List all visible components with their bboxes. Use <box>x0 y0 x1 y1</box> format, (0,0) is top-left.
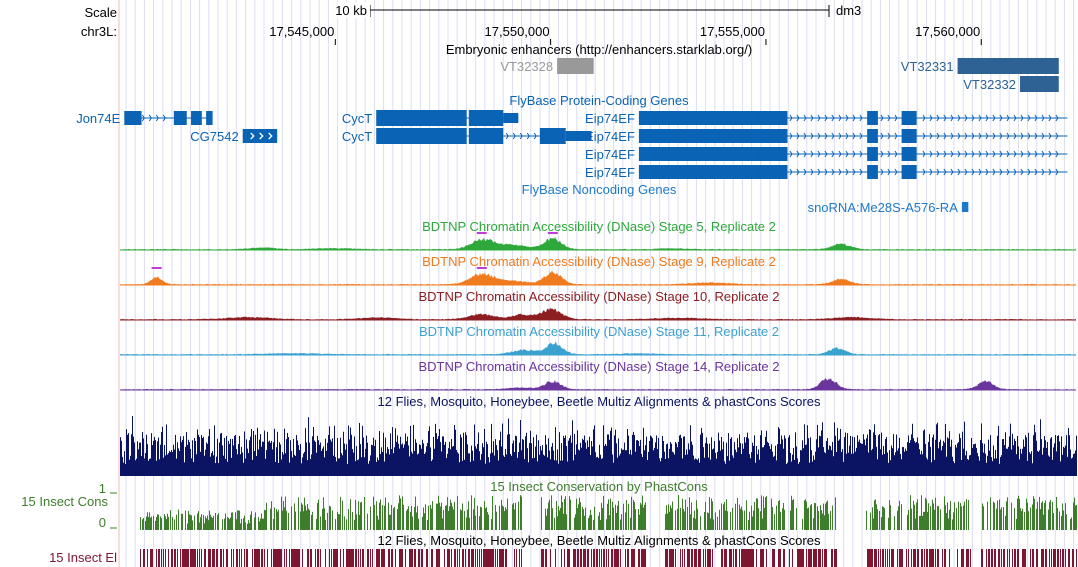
gene-label[interactable]: Eip74EF <box>585 165 635 180</box>
ruler-tick-label: 17,550,000 <box>485 24 550 39</box>
gene-label[interactable]: Eip74EF <box>585 129 635 144</box>
exon <box>638 147 754 161</box>
exon <box>376 128 467 144</box>
exon <box>206 111 213 125</box>
gene-label[interactable]: Eip74EF <box>585 147 635 162</box>
protein-coding-genes-track[interactable]: Jon74E CG7542 CycT CycT Eip74EF Eip74EF Eip74E… <box>76 110 1068 180</box>
dnase-track-title[interactable]: BDTNP Chromatin Accessibility (DNase) St… <box>419 324 779 339</box>
multiz-track-title[interactable]: 12 Flies, Mosquito, Honeybee, Beetle Mul… <box>378 394 821 409</box>
exon <box>753 111 788 125</box>
dnase-track-title[interactable]: BDTNP Chromatin Accessibility (DNase) St… <box>422 219 776 234</box>
exon <box>503 113 519 123</box>
noncoding-feature[interactable] <box>961 202 969 212</box>
exon <box>638 111 754 125</box>
exon <box>539 128 566 144</box>
gene-label[interactable]: CycT <box>342 129 372 144</box>
exon <box>565 131 592 141</box>
dnase-signal <box>120 236 1076 250</box>
dnase-signal <box>120 308 1076 320</box>
ruler-tick-label: 17,555,000 <box>700 24 765 39</box>
insect-el-track[interactable] <box>140 549 1077 567</box>
dnase-tracks[interactable]: BDTNP Chromatin Accessibility (DNase) St… <box>120 219 1076 391</box>
scale-bar-text: 10 kb <box>335 3 367 18</box>
gene-eip74ef[interactable]: Eip74EF <box>585 111 1068 126</box>
exon <box>376 110 467 126</box>
ruler-ticks: 17,545,000 17,550,000 17,555,000 17,560,000 <box>269 24 982 45</box>
dnase-signal <box>120 378 1076 390</box>
exon <box>173 111 187 125</box>
enhancer-feature[interactable] <box>1020 76 1059 92</box>
dnase-track-2[interactable]: BDTNP Chromatin Accessibility (DNase) St… <box>120 254 1076 286</box>
enhancer-feature[interactable] <box>957 58 1059 74</box>
multiz-track[interactable] <box>120 416 1077 476</box>
insect-cons-track-title[interactable]: 15 Insect Conservation by PhastCons <box>490 479 708 494</box>
insect-el-track-title[interactable]: 12 Flies, Mosquito, Honeybee, Beetle Mul… <box>378 533 821 548</box>
enhancer-label[interactable]: VT32328 <box>500 59 553 74</box>
exon <box>242 129 278 143</box>
exon <box>867 165 878 179</box>
assembly-label: dm3 <box>836 3 861 18</box>
exon <box>867 129 878 143</box>
gene-cyct[interactable]: CycT <box>342 110 519 126</box>
exon <box>753 165 788 179</box>
insect-el-side-label[interactable]: 15 Insect El <box>49 550 117 565</box>
exon <box>468 110 504 126</box>
exon <box>753 147 788 161</box>
gene-label[interactable]: CG7542 <box>190 129 238 144</box>
insect-cons-side-label[interactable]: 15 Insect Cons <box>21 494 108 509</box>
noncoding-track-title[interactable]: FlyBase Noncoding Genes <box>522 182 677 197</box>
scale-bar <box>330 2 830 18</box>
dnase-signal <box>120 270 1076 285</box>
insect-cons-ymax: 1 <box>99 481 106 496</box>
insect-cons-track[interactable] <box>140 495 1077 530</box>
dnase-track-5[interactable]: BDTNP Chromatin Accessibility (DNase) St… <box>120 359 1076 391</box>
insect-cons-ymin: 0 <box>99 515 106 530</box>
dnase-track-title[interactable]: BDTNP Chromatin Accessibility (DNase) St… <box>418 289 779 304</box>
enhancer-label[interactable]: VT32332 <box>963 77 1016 92</box>
enhancers-track[interactable]: VT32328 VT32331 VT32332 <box>500 58 1059 92</box>
ruler-tick-label: 17,560,000 <box>915 24 980 39</box>
dnase-track-1[interactable]: BDTNP Chromatin Accessibility (DNase) St… <box>120 219 1076 251</box>
gene-jon74e[interactable]: Jon74E <box>76 111 213 126</box>
exon <box>901 129 917 143</box>
noncoding-genes-track[interactable]: snoRNA:Me28S-A576-RA <box>808 200 969 215</box>
exon <box>901 147 917 161</box>
enhancer-feature[interactable] <box>557 58 594 74</box>
gene-eip74ef[interactable]: Eip74EF <box>585 129 1068 144</box>
dnase-track-3[interactable]: BDTNP Chromatin Accessibility (DNase) St… <box>120 289 1076 321</box>
exon <box>191 111 202 125</box>
exon <box>901 165 917 179</box>
exon <box>124 111 142 125</box>
protein-coding-track-title[interactable]: FlyBase Protein-Coding Genes <box>509 93 689 108</box>
gene-label[interactable]: Jon74E <box>76 111 120 126</box>
exon <box>867 111 878 125</box>
dnase-signal <box>120 341 1076 355</box>
exon <box>867 147 878 161</box>
exon <box>468 128 504 144</box>
ruler-tick-label: 17,545,000 <box>269 24 334 39</box>
enhancer-label[interactable]: VT32331 <box>901 59 954 74</box>
dnase-track-title[interactable]: BDTNP Chromatin Accessibility (DNase) St… <box>418 359 779 374</box>
enhancers-track-title[interactable]: Embryonic enhancers (http://enhancers.st… <box>446 42 752 57</box>
dnase-track-title[interactable]: BDTNP Chromatin Accessibility (DNase) St… <box>422 254 776 269</box>
exon <box>638 165 754 179</box>
gene-label[interactable]: Eip74EF <box>585 111 635 126</box>
scale-label: Scale <box>84 5 117 20</box>
exon <box>638 129 754 143</box>
gene-eip74ef[interactable]: Eip74EF <box>585 165 1068 180</box>
dnase-track-4[interactable]: BDTNP Chromatin Accessibility (DNase) St… <box>120 324 1076 356</box>
chromosome-label[interactable]: chr3L: <box>81 24 117 39</box>
gene-cyct[interactable]: CycT <box>342 128 592 144</box>
exon <box>901 111 917 125</box>
gene-label[interactable]: CycT <box>342 111 372 126</box>
exon <box>753 129 788 143</box>
gene-eip74ef[interactable]: Eip74EF <box>585 147 1068 162</box>
gene-cg7542[interactable]: CG7542 <box>190 129 278 144</box>
noncoding-label[interactable]: snoRNA:Me28S-A576-RA <box>808 200 959 215</box>
